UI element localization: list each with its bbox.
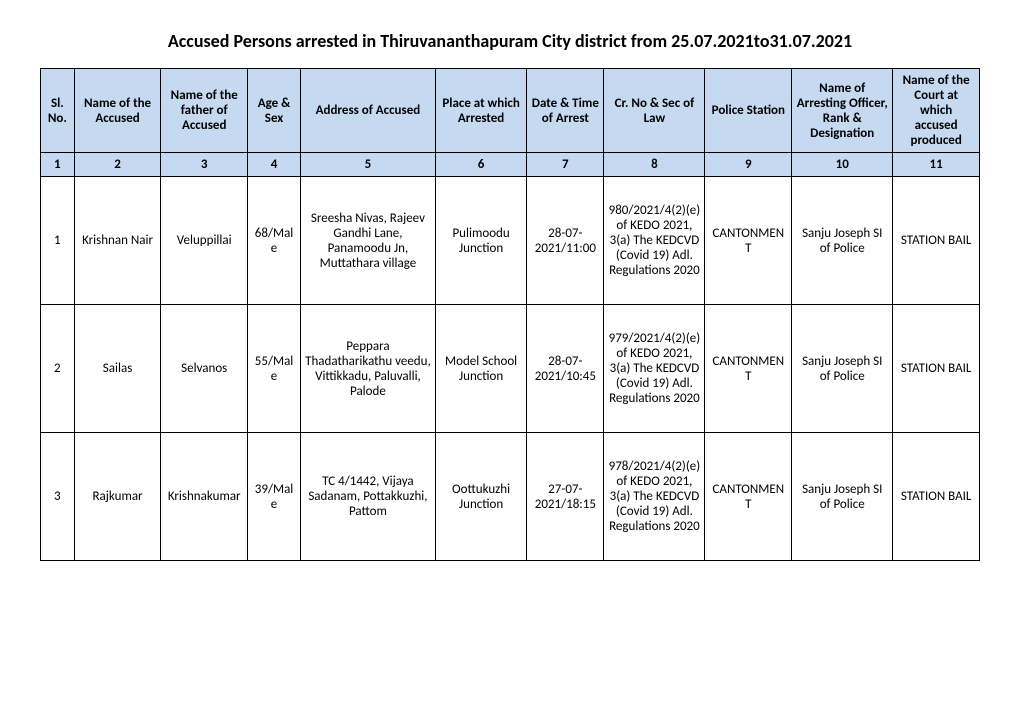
cell-officer: Sanju Joseph SI of Police [792, 305, 893, 433]
cell-sl: 2 [41, 305, 75, 433]
cell-father: Selvanos [161, 305, 248, 433]
col-header: Cr. No & Sec of Law [604, 69, 705, 153]
cell-court: STATION BAIL [893, 305, 980, 433]
col-header: Name of the Accused [74, 69, 161, 153]
col-header: Name of the Court at which accused produ… [893, 69, 980, 153]
cell-place: Oottukuzhi Junction [435, 433, 526, 561]
table-row: 1 Krishnan Nair Veluppillai 68/Male Sree… [41, 177, 980, 305]
cell-station: CANTONMENT [705, 305, 792, 433]
cell-crno: 980/2021/4(2)(e) of KEDO 2021, 3(a) The … [604, 177, 705, 305]
cell-age-sex: 68/Male [248, 177, 301, 305]
col-number: 3 [161, 153, 248, 177]
col-number: 5 [301, 153, 436, 177]
cell-place: Model School Junction [435, 305, 526, 433]
cell-address: Peppara Thadatharikathu veedu, Vittikkad… [301, 305, 436, 433]
col-header: Address of Accused [301, 69, 436, 153]
cell-station: CANTONMENT [705, 433, 792, 561]
cell-crno: 978/2021/4(2)(e) of KEDO 2021, 3(a) The … [604, 433, 705, 561]
col-number: 1 [41, 153, 75, 177]
col-number: 8 [604, 153, 705, 177]
cell-sl: 1 [41, 177, 75, 305]
col-number: 10 [792, 153, 893, 177]
cell-name: Rajkumar [74, 433, 161, 561]
col-header: Name of Arresting Officer, Rank & Design… [792, 69, 893, 153]
col-number: 4 [248, 153, 301, 177]
col-header: Age & Sex [248, 69, 301, 153]
col-header: Date & Time of Arrest [527, 69, 604, 153]
col-number: 2 [74, 153, 161, 177]
page-title: Accused Persons arrested in Thiruvananth… [40, 30, 980, 52]
cell-court: STATION BAIL [893, 177, 980, 305]
cell-officer: Sanju Joseph SI of Police [792, 177, 893, 305]
table-row: 2 Sailas Selvanos 55/Male Peppara Thadat… [41, 305, 980, 433]
cell-court: STATION BAIL [893, 433, 980, 561]
col-number: 9 [705, 153, 792, 177]
cell-datetime: 27-07-2021/18:15 [527, 433, 604, 561]
cell-name: Sailas [74, 305, 161, 433]
table-body: 1 Krishnan Nair Veluppillai 68/Male Sree… [41, 177, 980, 561]
cell-sl: 3 [41, 433, 75, 561]
arrest-table: Sl. No. Name of the Accused Name of the … [40, 68, 980, 561]
cell-place: Pulimoodu Junction [435, 177, 526, 305]
cell-father: Veluppillai [161, 177, 248, 305]
table-row: 3 Rajkumar Krishnakumar 39/Male TC 4/144… [41, 433, 980, 561]
cell-officer: Sanju Joseph SI of Police [792, 433, 893, 561]
cell-age-sex: 55/Male [248, 305, 301, 433]
col-number: 7 [527, 153, 604, 177]
cell-crno: 979/2021/4(2)(e) of KEDO 2021, 3(a) The … [604, 305, 705, 433]
cell-name: Krishnan Nair [74, 177, 161, 305]
col-header: Name of the father of Accused [161, 69, 248, 153]
table-header: Sl. No. Name of the Accused Name of the … [41, 69, 980, 177]
col-header: Place at which Arrested [435, 69, 526, 153]
cell-datetime: 28-07-2021/11:00 [527, 177, 604, 305]
col-header: Sl. No. [41, 69, 75, 153]
cell-age-sex: 39/Male [248, 433, 301, 561]
col-number: 6 [435, 153, 526, 177]
cell-address: TC 4/1442, Vijaya Sadanam, Pottakkuzhi, … [301, 433, 436, 561]
cell-station: CANTONMENT [705, 177, 792, 305]
col-number: 11 [893, 153, 980, 177]
cell-address: Sreesha Nivas, Rajeev Gandhi Lane, Panam… [301, 177, 436, 305]
cell-datetime: 28-07-2021/10:45 [527, 305, 604, 433]
col-header: Police Station [705, 69, 792, 153]
cell-father: Krishnakumar [161, 433, 248, 561]
